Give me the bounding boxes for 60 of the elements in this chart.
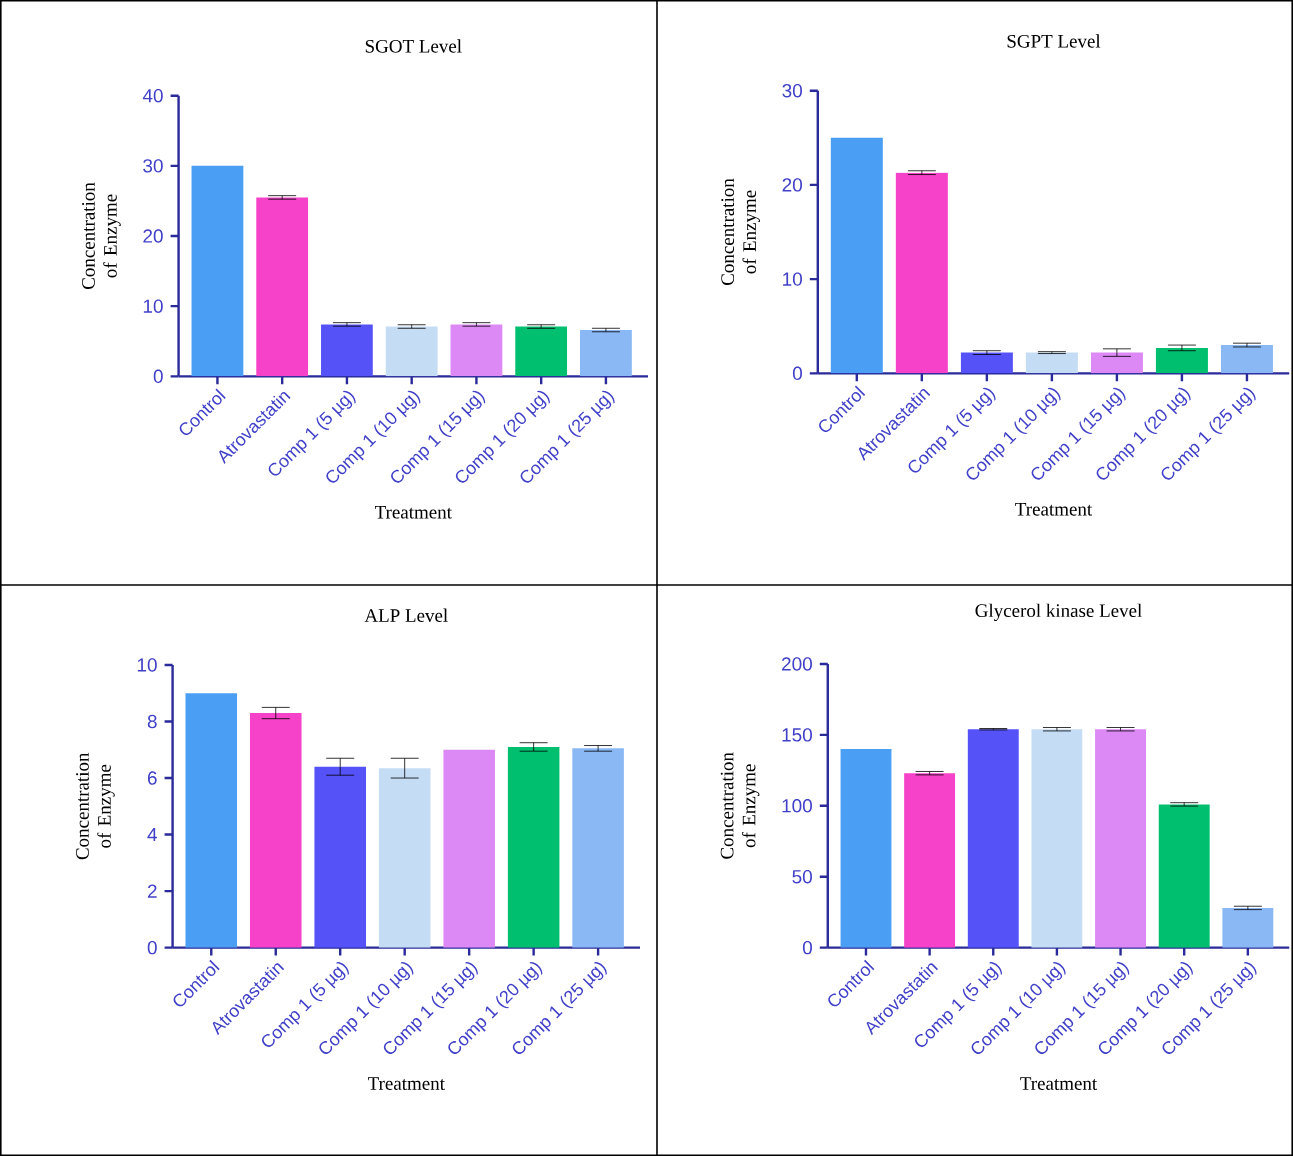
bar xyxy=(1220,344,1273,374)
bar xyxy=(1025,352,1078,374)
y-tick-label: 0 xyxy=(802,940,812,955)
bar xyxy=(321,324,373,377)
chart-title: ALP Level xyxy=(364,608,448,622)
y-tick-label: 0 xyxy=(147,940,157,955)
bar xyxy=(1090,352,1143,374)
bar xyxy=(515,326,568,377)
bar xyxy=(1031,729,1083,948)
y-axis-title: Concentration of Enzyme xyxy=(82,182,121,289)
bar xyxy=(314,766,366,948)
bar xyxy=(1222,907,1274,948)
bar xyxy=(249,712,302,948)
y-tick-label: 6 xyxy=(147,771,157,785)
bar xyxy=(1155,347,1208,374)
bar xyxy=(1158,804,1210,948)
y-tick-label: 100 xyxy=(782,799,812,813)
y-tick-label: 150 xyxy=(782,728,812,742)
y-tick-label: 8 xyxy=(147,714,157,729)
bar xyxy=(185,693,238,948)
y-tick-label: 10 xyxy=(137,658,157,672)
chart-title: SGPT Level xyxy=(1007,34,1101,48)
bar xyxy=(830,137,883,374)
x-axis-title: Treatment xyxy=(374,505,452,519)
x-axis-title: Treatment xyxy=(1020,1077,1098,1090)
bar xyxy=(378,768,431,948)
bar xyxy=(960,352,1013,374)
bar xyxy=(572,748,624,948)
bar xyxy=(191,165,244,377)
y-tick-label: 30 xyxy=(782,83,802,98)
y-axis-title: Concentration of Enzyme xyxy=(76,752,115,860)
bar xyxy=(1095,729,1147,948)
bar xyxy=(385,326,438,377)
y-tick-label: 0 xyxy=(153,369,163,383)
y-axis-title: Concentration of Enzyme xyxy=(720,752,760,859)
y-tick-label: 40 xyxy=(142,88,163,103)
bar xyxy=(443,749,495,948)
x-axis-title: Treatment xyxy=(367,1077,445,1090)
y-axis-title: Concentration of Enzyme xyxy=(721,178,760,285)
y-tick-label: 20 xyxy=(143,229,163,243)
bar xyxy=(840,749,892,948)
x-axis-title: Treatment xyxy=(1015,502,1093,516)
y-tick-label: 4 xyxy=(147,827,157,842)
y-tick-label: 10 xyxy=(143,299,163,313)
y-tick-label: 2 xyxy=(147,884,157,898)
y-tick-label: 20 xyxy=(782,178,802,192)
y-tick-label: 10 xyxy=(783,272,802,286)
y-tick-label: 0 xyxy=(792,366,802,380)
bar xyxy=(967,729,1019,948)
bar xyxy=(904,773,956,948)
chart-title: SGOT Level xyxy=(365,39,462,53)
chart-title: Glycerol kinase Level xyxy=(975,603,1142,621)
bar xyxy=(895,172,948,374)
y-tick-label: 30 xyxy=(143,159,163,173)
y-tick-label: 50 xyxy=(792,869,812,884)
bar xyxy=(580,329,632,377)
bar xyxy=(450,324,503,377)
bar xyxy=(507,746,560,948)
y-tick-label: 200 xyxy=(782,657,812,671)
bar xyxy=(256,197,309,377)
